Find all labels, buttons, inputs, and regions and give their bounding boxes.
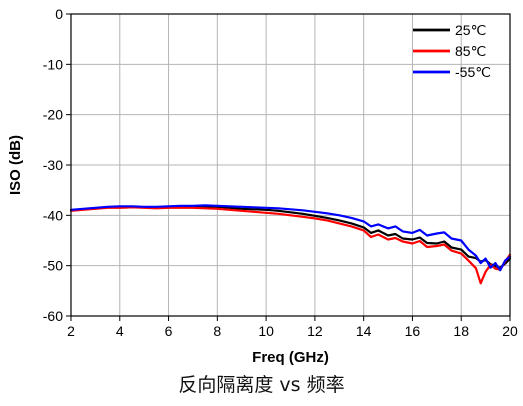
legend-label: 25℃ <box>455 22 486 38</box>
x-tick-label: 8 <box>213 323 221 339</box>
y-tick-label: -20 <box>43 107 63 123</box>
y-tick-label: -60 <box>43 308 63 324</box>
figure-caption: 反向隔离度 vs 频率 <box>178 374 345 396</box>
x-axis-title: Freq (GHz) <box>252 349 329 366</box>
series-line-2 <box>69 206 512 285</box>
series-line-3 <box>69 204 512 272</box>
y-axis-title: ISO (dB) <box>7 135 24 195</box>
series-layer <box>69 204 512 285</box>
x-tick-label: 2 <box>67 323 75 339</box>
legend: 25℃ 85℃ -55℃ <box>413 22 491 80</box>
x-tick-label: 6 <box>165 323 173 339</box>
y-tick-label: 0 <box>55 6 63 22</box>
y-tick-label: -10 <box>43 56 63 72</box>
x-tick-label: 4 <box>116 323 124 339</box>
grid-lines <box>70 13 511 317</box>
legend-label: 85℃ <box>455 43 486 59</box>
iso-vs-freq-chart: 2 4 6 8 10 12 14 16 18 20 0 -10 -20 -30 -40 -50 -60 Freq… <box>7 6 518 366</box>
legend-label: -55℃ <box>455 64 491 80</box>
axis-ticks <box>66 13 511 321</box>
x-tick-label: 16 <box>405 323 421 339</box>
tick-labels: 2 4 6 8 10 12 14 16 18 20 0 -10 -20 -30 -40 -50 -60 <box>43 6 518 339</box>
x-tick-label: 20 <box>502 323 518 339</box>
y-tick-label: -50 <box>43 258 63 274</box>
y-tick-label: -30 <box>43 157 63 173</box>
x-tick-label: 18 <box>453 323 469 339</box>
x-tick-label: 10 <box>258 323 274 339</box>
x-tick-label: 14 <box>356 323 372 339</box>
x-tick-label: 12 <box>307 323 323 339</box>
y-tick-label: -40 <box>43 207 63 223</box>
